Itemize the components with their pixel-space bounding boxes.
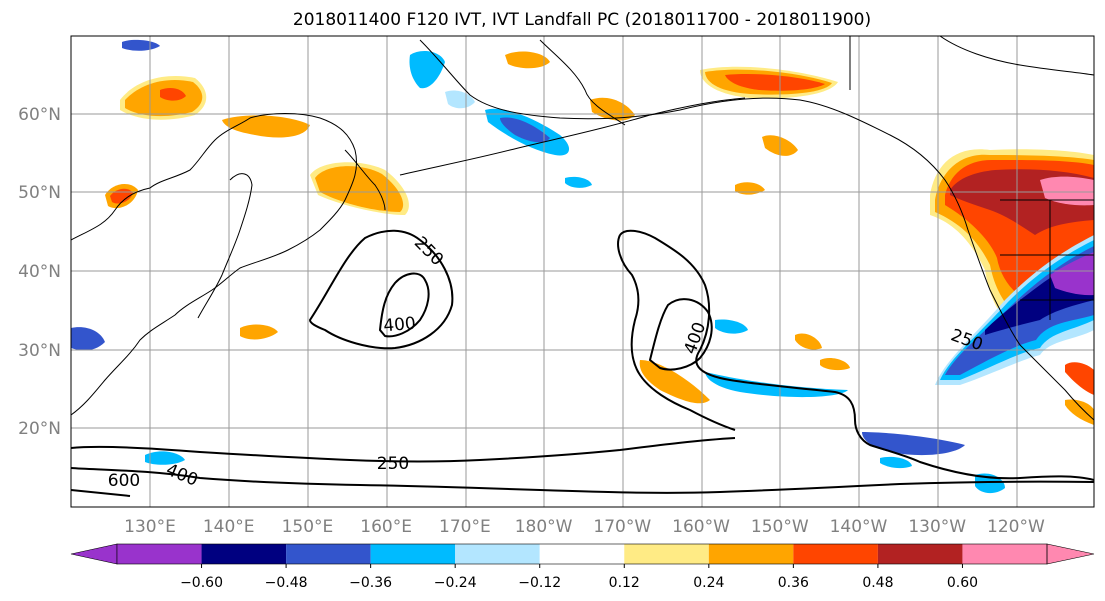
latitude-label: 20°N bbox=[18, 419, 61, 439]
map-area: 250 400 400 250 250 400 600 bbox=[71, 36, 1094, 507]
longitude-label: 120°W bbox=[987, 517, 1045, 537]
contour-south-250 bbox=[71, 437, 736, 463]
contour-central-400 bbox=[648, 298, 713, 371]
anomaly-bering-south-royal bbox=[500, 117, 550, 143]
colorbar-segment bbox=[201, 544, 287, 564]
colorbar-tick-label: 0.12 bbox=[609, 575, 640, 591]
colorbar-extend-high bbox=[1046, 543, 1095, 565]
anomaly-trop-west bbox=[145, 451, 185, 465]
coast-japan bbox=[197, 173, 253, 319]
longitude-label: 140°W bbox=[830, 517, 888, 537]
anomaly-okhotsk bbox=[222, 115, 310, 138]
colorbar-tick-label: −0.12 bbox=[518, 575, 561, 591]
anomaly-hawaii-north bbox=[639, 360, 710, 404]
colorbar-segment bbox=[286, 544, 371, 564]
latitude-label: 50°N bbox=[18, 183, 61, 203]
coastlines bbox=[71, 36, 1094, 421]
anomaly-aleutian-west bbox=[505, 51, 550, 69]
latitude-label: 30°N bbox=[18, 341, 61, 361]
anomaly-japan-neg bbox=[71, 327, 105, 351]
longitude-label: 180°W bbox=[515, 517, 573, 537]
colorbar: −0.60 −0.48 −0.36 −0.24 −0.12 0.12 0.24 0.36 0.4… bbox=[70, 543, 1095, 591]
anomaly-westcoast-pink bbox=[1040, 176, 1094, 206]
anomaly-sub-neg bbox=[715, 319, 748, 334]
coast-asia bbox=[71, 113, 358, 416]
anomaly-sw-negative-purple bbox=[1050, 252, 1094, 296]
longitude-label: 160°E bbox=[360, 517, 412, 537]
latitude-label: 60°N bbox=[18, 105, 61, 125]
anomaly-trop-east-neg bbox=[862, 432, 965, 456]
colorbar-segment bbox=[370, 544, 456, 564]
coast-canada bbox=[849, 36, 1094, 90]
colorbar-tick-label: −0.36 bbox=[349, 575, 392, 591]
anomaly-siberia-east-red bbox=[160, 88, 186, 101]
colorbar-tick-label: 0.36 bbox=[778, 575, 809, 591]
anomaly-baja-orange bbox=[1065, 399, 1094, 425]
anomaly-trop-east-neg-sky bbox=[880, 456, 912, 469]
longitude-label: 170°E bbox=[439, 517, 491, 537]
anomaly-east-pacific bbox=[795, 333, 822, 350]
colorbar-segment bbox=[624, 544, 709, 564]
longitude-label: 130°W bbox=[908, 517, 966, 537]
coast-aleutians bbox=[399, 97, 746, 176]
colorbar-outline bbox=[116, 543, 1048, 565]
anomaly-sub-neg-2 bbox=[565, 176, 592, 188]
contour-central-250 bbox=[619, 229, 1094, 481]
contour-nw-250 bbox=[308, 229, 454, 350]
contour-central-250-inner bbox=[617, 234, 736, 431]
contour-label: 400 bbox=[383, 314, 417, 337]
longitude-label: 140°E bbox=[203, 517, 255, 537]
anomaly-subtrop-east bbox=[820, 357, 850, 371]
contour-nw-400 bbox=[378, 272, 430, 338]
colorbar-segment bbox=[117, 544, 202, 564]
anomaly-alaska-south bbox=[590, 97, 635, 121]
gridlines bbox=[71, 36, 1094, 507]
border-states bbox=[1000, 200, 1094, 320]
longitude-labels: 130°E 140°E 150°E 160°E 170°E 180°W 170°W 160°W… bbox=[124, 517, 1045, 537]
colorbar-segment bbox=[793, 544, 878, 564]
anomaly-hawaii-east-neg bbox=[705, 372, 848, 398]
anomaly-baja-positive bbox=[1065, 362, 1094, 395]
colorbar-segment bbox=[455, 544, 540, 564]
colorbar-segment bbox=[877, 544, 963, 564]
anomaly-kamchatka-south-orange bbox=[315, 166, 404, 212]
coast-kamchatka bbox=[344, 149, 386, 211]
colorbar-tick-label: −0.48 bbox=[265, 575, 308, 591]
contour-south-600 bbox=[71, 489, 131, 497]
colorbar-tick-label: 0.48 bbox=[862, 575, 893, 591]
longitude-label: 170°W bbox=[593, 517, 651, 537]
colorbar-tick-label: 0.60 bbox=[947, 575, 978, 591]
longitude-label: 150°W bbox=[751, 517, 809, 537]
colorbar-tick-label: −0.60 bbox=[180, 575, 223, 591]
colorbar-segment bbox=[962, 544, 1047, 564]
contour-label: 250 bbox=[377, 454, 409, 474]
contour-label: 600 bbox=[108, 471, 140, 491]
anomaly-bering-west bbox=[409, 50, 445, 89]
coast-alaska bbox=[419, 39, 1094, 421]
contour-south-400 bbox=[71, 467, 1094, 494]
colorbar-tick-label: 0.24 bbox=[693, 575, 724, 591]
longitude-label: 150°E bbox=[282, 517, 334, 537]
colorbar-extend-low bbox=[70, 543, 118, 565]
anomaly-aleutian-pale bbox=[445, 90, 475, 109]
colorbar-tick-label: −0.24 bbox=[434, 575, 477, 591]
latitude-labels: 60°N 50°N 40°N 30°N 20°N bbox=[18, 105, 61, 439]
longitude-label: 160°W bbox=[672, 517, 730, 537]
ivt-pc-shading bbox=[71, 39, 1094, 494]
colorbar-segment bbox=[708, 544, 794, 564]
map-frame bbox=[70, 35, 1095, 508]
ivt-contours bbox=[71, 229, 1094, 497]
anomaly-gulf-alaska-red bbox=[725, 74, 825, 91]
latitude-label: 40°N bbox=[18, 262, 61, 282]
colorbar-segment bbox=[539, 544, 625, 564]
anomaly-japan-south bbox=[240, 324, 278, 340]
longitude-label: 130°E bbox=[124, 517, 176, 537]
figure-title: 2018011400 F120 IVT, IVT Landfall PC (20… bbox=[293, 10, 871, 30]
coast-bering bbox=[539, 39, 626, 126]
